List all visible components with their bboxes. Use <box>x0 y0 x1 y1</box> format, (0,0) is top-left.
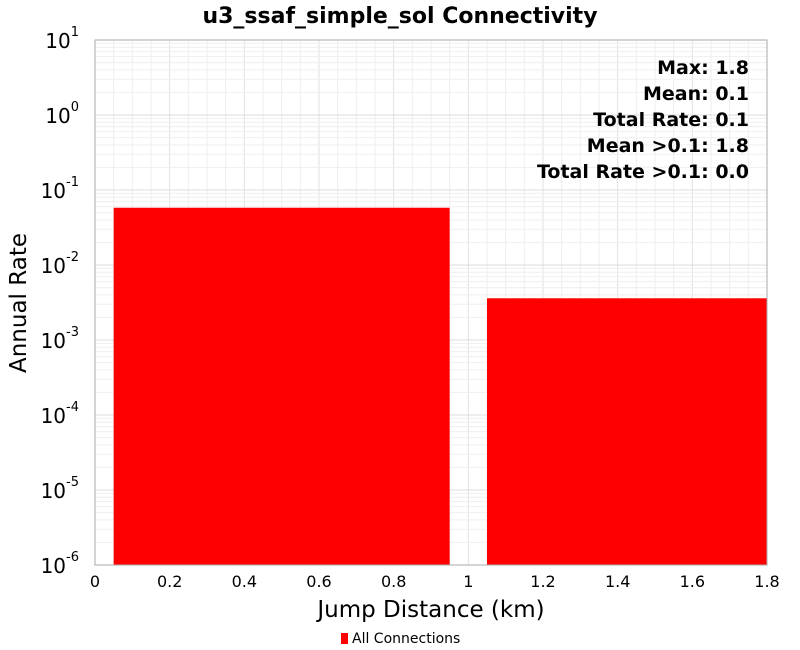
y-tick-label: 10-2 <box>41 250 79 278</box>
y-tick-label: 10-5 <box>41 475 79 503</box>
y-tick-label: 10-3 <box>41 325 79 353</box>
stat-annotation: Max: 1.8 <box>657 57 749 79</box>
plot-border <box>94 39 768 566</box>
stat-annotation: Mean >0.1: 1.8 <box>587 135 749 157</box>
y-tick-base: 10 <box>45 104 70 128</box>
legend-label: All Connections <box>352 631 460 647</box>
y-tick-label: 101 <box>45 25 79 53</box>
x-tick-label: 0.4 <box>232 572 257 591</box>
stat-annotation: Total Rate >0.1: 0.0 <box>537 161 749 183</box>
y-tick-base: 10 <box>41 254 66 278</box>
y-tick-exponent: -1 <box>66 175 79 190</box>
stat-annotation: Total Rate: 0.1 <box>593 109 749 131</box>
y-tick-exponent: -4 <box>66 400 79 415</box>
y-tick-label: 10-1 <box>41 175 79 203</box>
x-tick-label: 0.2 <box>157 572 182 591</box>
legend: All Connections <box>341 631 460 647</box>
legend-swatch <box>341 633 348 644</box>
stats-annotations: Max: 1.8 Mean: 0.1 Total Rate: 0.1 Mean >0.… <box>537 57 749 183</box>
y-tick-exponent: -3 <box>66 325 79 340</box>
x-tick-label: 0.8 <box>381 572 406 591</box>
x-axis-label: Jump Distance (km) <box>315 597 544 623</box>
y-tick-exponent: 0 <box>71 100 79 115</box>
x-tick-label: 0.6 <box>306 572 331 591</box>
y-tick-label: 10-4 <box>41 400 79 428</box>
bars <box>113 207 767 565</box>
y-axis-label: Annual Rate <box>6 233 32 373</box>
y-tick-base: 10 <box>45 29 70 53</box>
y-tick-label: 100 <box>45 100 79 128</box>
x-tick-label: 0 <box>90 572 100 591</box>
x-axis-ticks: 0 0.2 0.4 0.6 0.8 1 1.2 1.4 1.6 1.8 <box>90 572 780 591</box>
x-tick-label: 1 <box>463 572 473 591</box>
x-tick-label: 1.2 <box>530 572 555 591</box>
y-tick-base: 10 <box>41 404 66 428</box>
y-tick-label: 10-6 <box>41 550 79 578</box>
y-tick-exponent: -5 <box>66 475 79 490</box>
chart-title: u3_ssaf_simple_sol Connectivity <box>202 4 597 29</box>
x-tick-label: 1.8 <box>754 572 779 591</box>
y-tick-base: 10 <box>41 479 66 503</box>
y-tick-base: 10 <box>41 329 66 353</box>
y-tick-exponent: -2 <box>66 250 79 265</box>
bar-2 <box>487 298 767 565</box>
y-tick-exponent: -6 <box>66 550 79 565</box>
y-tick-base: 10 <box>41 179 66 203</box>
y-tick-exponent: 1 <box>71 25 79 40</box>
y-tick-base: 10 <box>41 554 66 578</box>
stat-annotation: Mean: 0.1 <box>643 83 749 105</box>
x-tick-label: 1.6 <box>680 572 705 591</box>
bar-1 <box>113 207 450 565</box>
x-tick-label: 1.4 <box>605 572 630 591</box>
